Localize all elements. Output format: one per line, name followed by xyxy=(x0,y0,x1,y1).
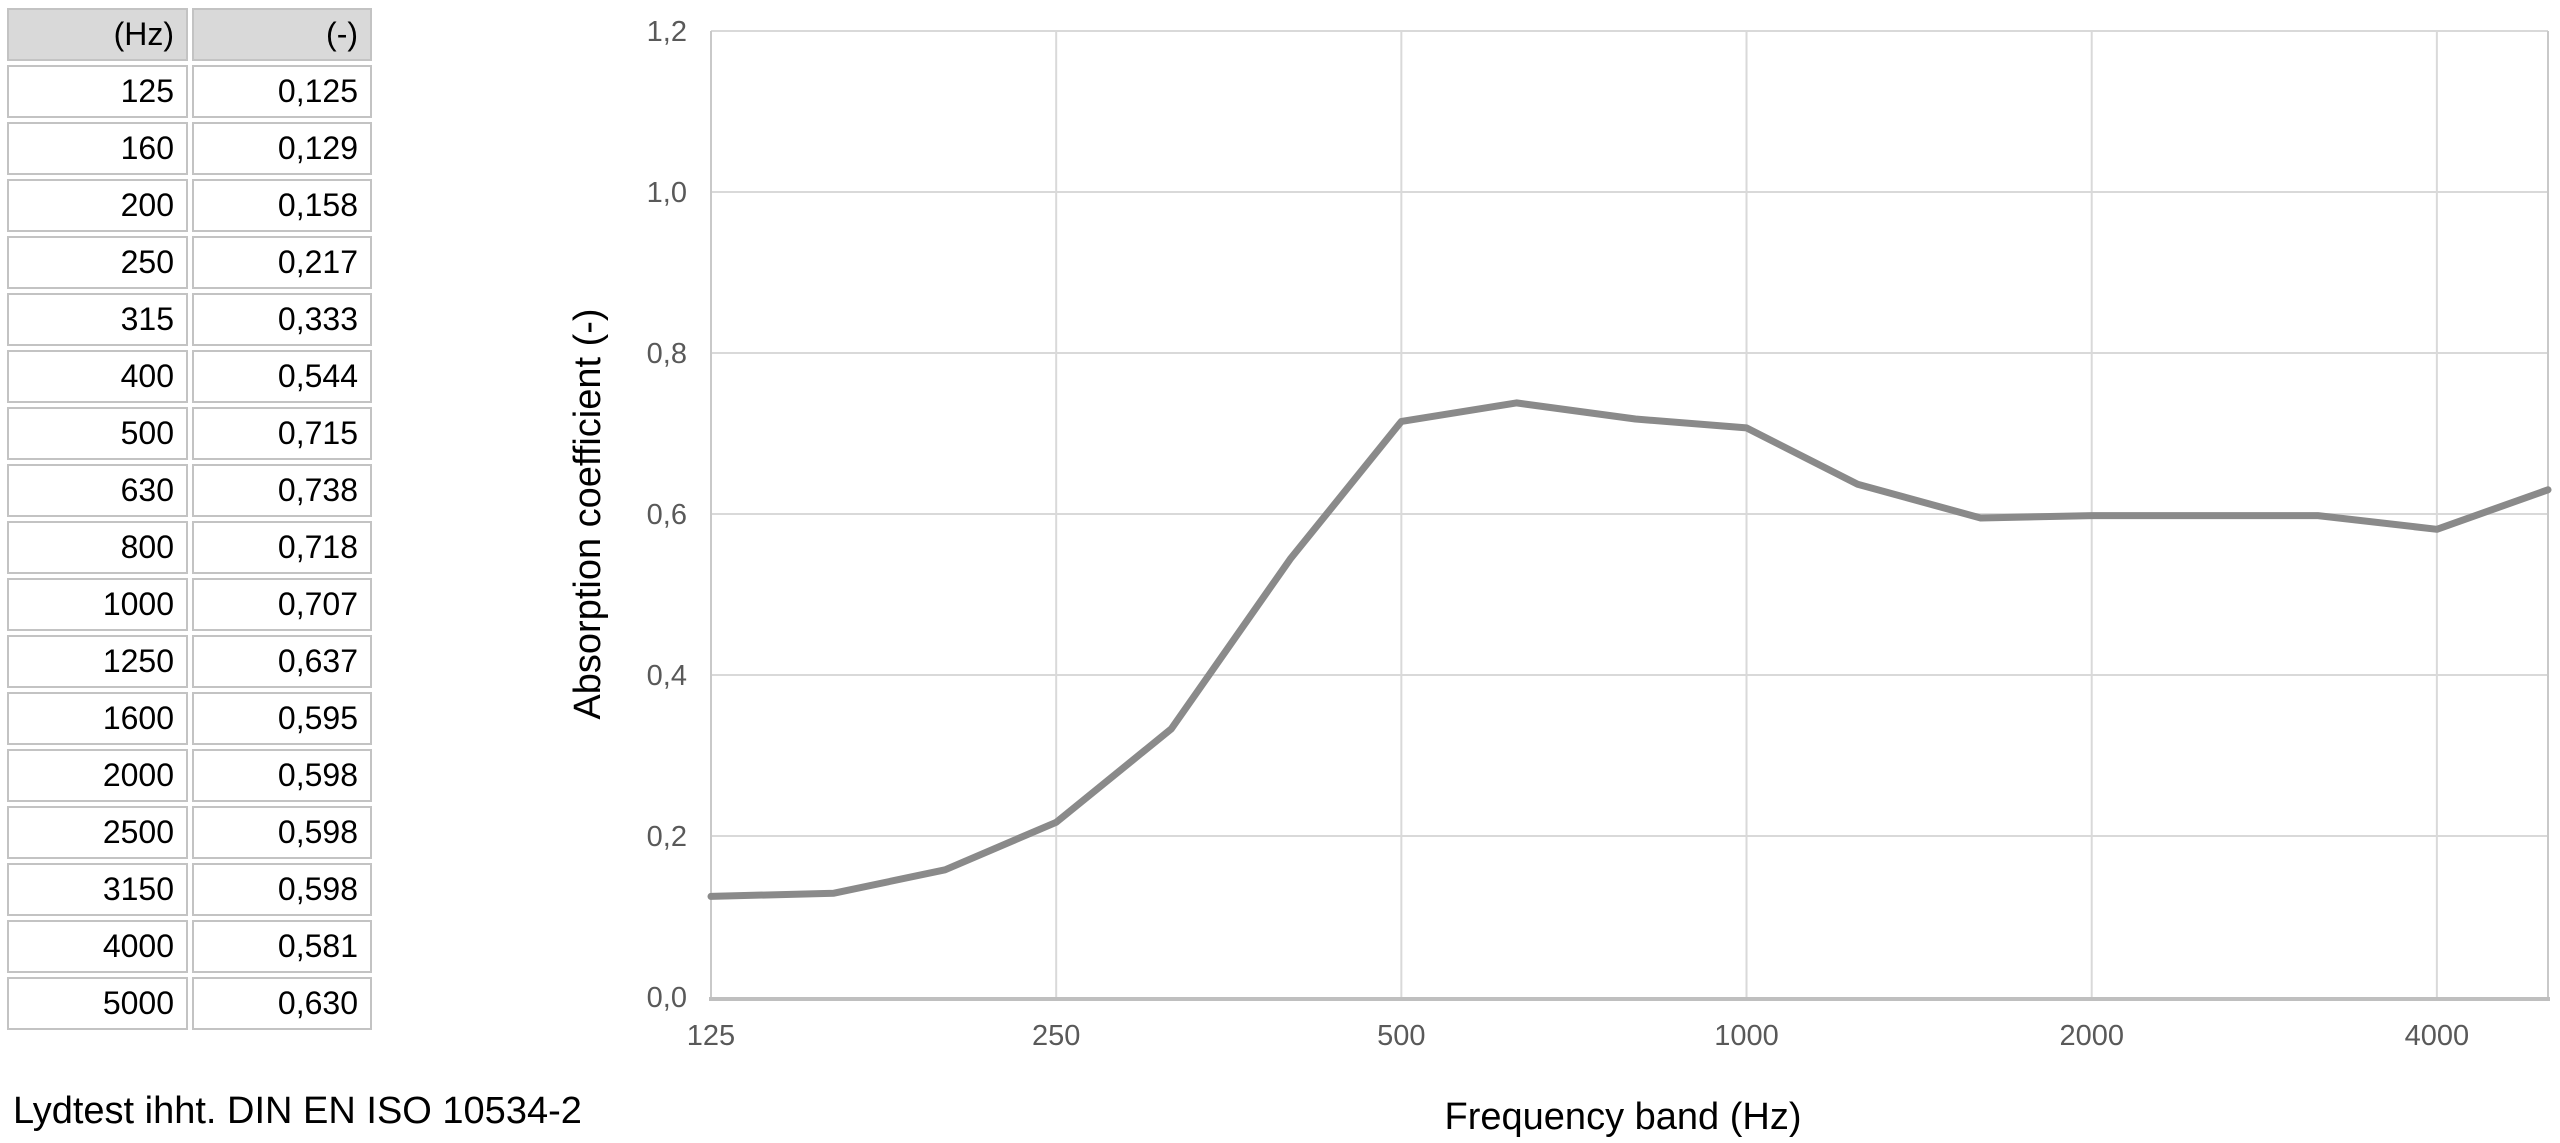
table-cell: 1250 xyxy=(7,635,188,688)
table-cell: 0,637 xyxy=(192,635,372,688)
table-body: 125 0,125 160 0,129 200 0,158 250 0,217 315 0,333… xyxy=(7,65,372,1030)
table-header-coefficient: (-) xyxy=(192,8,372,61)
table-header-row: (Hz) (-) xyxy=(7,8,372,61)
table-cell: 0,598 xyxy=(192,863,372,916)
y-tick-label: 0,2 xyxy=(647,821,687,853)
table-cell: 0,544 xyxy=(192,350,372,403)
table-row: 250 0,217 xyxy=(7,236,372,289)
y-axis-title: Absorption coefficient (-) xyxy=(567,308,609,719)
x-axis-title: Frequency band (Hz) xyxy=(1445,1096,1802,1138)
table-cell: 200 xyxy=(7,179,188,232)
y-tick-label: 0,4 xyxy=(647,660,687,692)
table-row: 315 0,333 xyxy=(7,293,372,346)
absorption-data-table: (Hz) (-) 125 0,125 160 0,129 200 0,158 250 0,21… xyxy=(3,4,376,1034)
table-cell: 1000 xyxy=(7,578,188,631)
table-row: 500 0,715 xyxy=(7,407,372,460)
y-tick-label: 1,2 xyxy=(647,16,687,48)
table-header-frequency: (Hz) xyxy=(7,8,188,61)
table-row: 125 0,125 xyxy=(7,65,372,118)
table-cell: 315 xyxy=(7,293,188,346)
table-cell: 125 xyxy=(7,65,188,118)
table-cell: 2500 xyxy=(7,806,188,859)
y-tick-label: 0,6 xyxy=(647,499,687,531)
y-tick-label: 0,8 xyxy=(647,338,687,370)
table-row: 1000 0,707 xyxy=(7,578,372,631)
table-cell: 0,217 xyxy=(192,236,372,289)
table-row: 5000 0,630 xyxy=(7,977,372,1030)
table-cell: 0,598 xyxy=(192,806,372,859)
table-row: 2500 0,598 xyxy=(7,806,372,859)
table-row: 800 0,718 xyxy=(7,521,372,574)
table-cell: 0,598 xyxy=(192,749,372,802)
table-cell: 0,158 xyxy=(192,179,372,232)
table-cell: 3150 xyxy=(7,863,188,916)
table-cell: 0,718 xyxy=(192,521,372,574)
table-row: 400 0,544 xyxy=(7,350,372,403)
table-cell: 4000 xyxy=(7,920,188,973)
x-tick-label: 4000 xyxy=(2405,1020,2470,1052)
table-cell: 5000 xyxy=(7,977,188,1030)
table-cell: 0,333 xyxy=(192,293,372,346)
table-row: 3150 0,598 xyxy=(7,863,372,916)
table-cell: 630 xyxy=(7,464,188,517)
table-cell: 0,595 xyxy=(192,692,372,745)
table-row: 1250 0,637 xyxy=(7,635,372,688)
table-row: 2000 0,598 xyxy=(7,749,372,802)
table-cell: 0,581 xyxy=(192,920,372,973)
table-cell: 0,707 xyxy=(192,578,372,631)
table-row: 4000 0,581 xyxy=(7,920,372,973)
table-header: (Hz) (-) xyxy=(7,8,372,61)
table-row: 630 0,738 xyxy=(7,464,372,517)
x-tick-label: 250 xyxy=(1032,1020,1080,1052)
x-tick-label: 500 xyxy=(1377,1020,1425,1052)
x-tick-label: 2000 xyxy=(2059,1020,2124,1052)
table-cell: 0,715 xyxy=(192,407,372,460)
table-cell: 1600 xyxy=(7,692,188,745)
table-cell: 0,125 xyxy=(192,65,372,118)
table-row: 1600 0,595 xyxy=(7,692,372,745)
caption-text: Lydtest ihht. DIN EN ISO 10534-2 xyxy=(13,1090,582,1132)
y-tick-label: 1,0 xyxy=(647,177,687,209)
table-row: 200 0,158 xyxy=(7,179,372,232)
table-cell: 800 xyxy=(7,521,188,574)
chart-plot-area: 0,0 0,2 0,4 0,6 0,8 1,0 1,2 125 250 500 1000 2000 40… xyxy=(647,16,2552,1052)
table-row: 160 0,129 xyxy=(7,122,372,175)
series-line-absorption xyxy=(707,399,2552,900)
table-cell: 400 xyxy=(7,350,188,403)
x-tick-label: 125 xyxy=(687,1020,735,1052)
table-cell: 0,129 xyxy=(192,122,372,175)
table-cell: 160 xyxy=(7,122,188,175)
y-tick-label: 0,0 xyxy=(647,982,687,1014)
table-cell: 250 xyxy=(7,236,188,289)
table-cell: 0,738 xyxy=(192,464,372,517)
table-cell: 500 xyxy=(7,407,188,460)
table-cell: 2000 xyxy=(7,749,188,802)
x-tick-label: 1000 xyxy=(1714,1020,1779,1052)
table-cell: 0,630 xyxy=(192,977,372,1030)
